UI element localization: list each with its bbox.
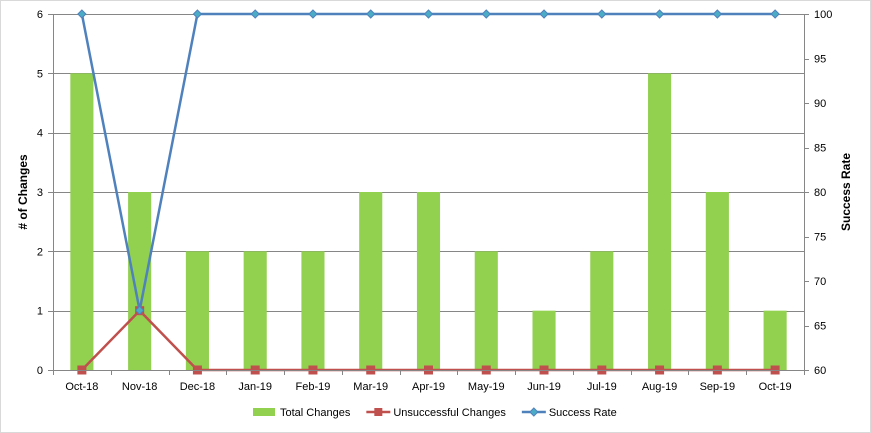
data-point-diamond (770, 9, 780, 19)
y2-axis-title: Success Rate (839, 153, 853, 231)
y-tick-label: 6 (37, 9, 43, 21)
x-tick-label: Jun-19 (527, 381, 561, 393)
x-tick-label: Nov-18 (122, 381, 157, 393)
bar (763, 310, 787, 370)
y-tick-label: 4 (37, 128, 43, 140)
y2-tick-label: 85 (814, 143, 826, 155)
y-tick-label: 2 (37, 246, 43, 258)
bar (185, 251, 209, 370)
x-tick-label: Jul-19 (587, 381, 617, 393)
y2-tick-label: 95 (814, 54, 826, 66)
x-tick-label: Sep-19 (700, 381, 735, 393)
bar (416, 192, 441, 370)
x-tick-label: Dec-18 (180, 381, 215, 393)
y2-tick-label: 70 (814, 276, 826, 288)
x-tick-label: Apr-19 (412, 381, 445, 393)
y2-tick-label: 60 (814, 365, 826, 377)
bar (705, 192, 729, 370)
bar (474, 251, 498, 370)
legend: Total Changes Unsuccessful Changes Success… (253, 407, 617, 419)
legend-marker (529, 407, 539, 417)
x-tick-label: Feb-19 (296, 381, 331, 393)
bar (243, 251, 267, 370)
bars (70, 73, 787, 370)
data-point-diamond (597, 9, 607, 19)
y2-tick-label: 65 (814, 321, 826, 333)
bar (128, 192, 152, 370)
axes: 0 1 2 3 4 5 6 60 65 70 75 80 85 90 95 100 Oct-18 Nov-18 De… (37, 9, 832, 393)
y-tick-label: 3 (37, 187, 43, 199)
data-point-diamond (134, 305, 145, 316)
data-point-diamond (366, 9, 376, 19)
y2-tick-label: 75 (814, 232, 826, 244)
x-tick-label: Oct-19 (759, 381, 792, 393)
x-tick-label: Oct-18 (65, 381, 98, 393)
y2-tick-label: 80 (814, 187, 826, 199)
data-point-diamond (654, 9, 665, 19)
x-tick-label: Mar-19 (353, 381, 388, 393)
data-point-diamond (423, 9, 434, 19)
bar (301, 251, 325, 370)
bar (532, 310, 556, 370)
data-point-diamond (712, 9, 723, 19)
legend-swatch (253, 408, 275, 416)
x-tick-label: Aug-19 (642, 381, 677, 393)
legend-marker (374, 408, 383, 416)
x-tick-label: Jan-19 (238, 381, 272, 393)
y-tick-label: 0 (37, 365, 43, 377)
bar (70, 73, 94, 370)
data-point-diamond (250, 9, 260, 19)
bar (359, 192, 383, 370)
x-tick-label: May-19 (468, 381, 505, 393)
y2-tick-label: 100 (814, 9, 832, 21)
y-tick-label: 5 (37, 68, 43, 80)
data-point-diamond (539, 9, 549, 19)
bar (590, 251, 614, 370)
y-tick-label: 1 (37, 306, 43, 318)
legend-label: Success Rate (549, 407, 617, 419)
y-axis-title: # of Changes (16, 154, 30, 230)
bar (648, 73, 672, 370)
legend-label: Unsuccessful Changes (393, 407, 506, 419)
data-point-diamond (308, 9, 318, 19)
legend-label: Total Changes (280, 407, 351, 419)
data-point-diamond (192, 9, 203, 19)
data-point-diamond (481, 9, 491, 19)
y2-tick-label: 90 (814, 98, 826, 110)
data-point-diamond (77, 9, 87, 19)
